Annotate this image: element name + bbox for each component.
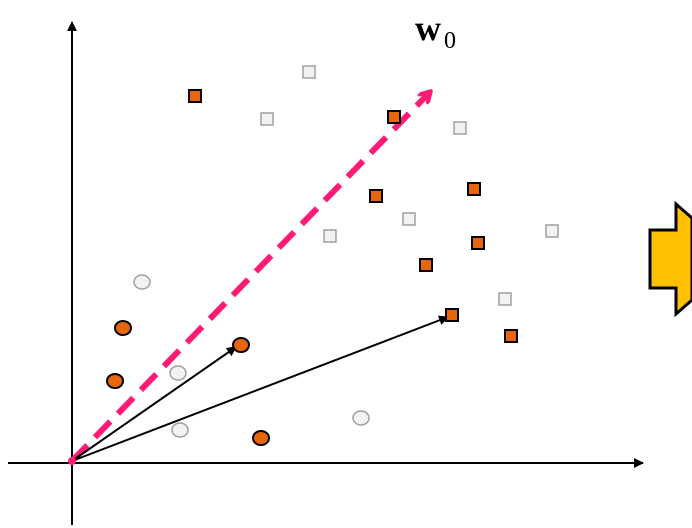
w0-label-subscript: 0 bbox=[444, 28, 456, 54]
orange-square bbox=[471, 236, 485, 250]
gray-square bbox=[323, 229, 337, 243]
gray-square bbox=[453, 121, 467, 135]
solid-vector-2 bbox=[71, 315, 449, 462]
orange-square bbox=[504, 329, 518, 343]
orange-square bbox=[369, 189, 383, 203]
orange-circle bbox=[114, 320, 132, 336]
gray-circle bbox=[169, 365, 187, 381]
orange-square bbox=[419, 258, 433, 272]
orange-circle-points bbox=[106, 320, 270, 446]
gray-square bbox=[498, 292, 512, 306]
w0-label-main: w bbox=[415, 8, 441, 48]
gray-square-points bbox=[260, 65, 559, 306]
gray-square bbox=[260, 112, 274, 126]
orange-square-points bbox=[188, 89, 518, 343]
gray-circle bbox=[352, 410, 370, 426]
gray-square bbox=[302, 65, 316, 79]
orange-circle bbox=[252, 430, 270, 446]
orange-circle bbox=[106, 373, 124, 389]
orange-square bbox=[467, 182, 481, 196]
gray-square bbox=[402, 212, 416, 226]
solid-vector-1 bbox=[71, 346, 237, 462]
w0-label: w 0 bbox=[415, 8, 456, 54]
w0-dashed-vector bbox=[69, 92, 430, 464]
orange-square bbox=[387, 110, 401, 124]
gray-square bbox=[545, 224, 559, 238]
axes bbox=[8, 21, 644, 525]
orange-circle bbox=[232, 337, 250, 353]
origin-point bbox=[68, 457, 76, 465]
orange-square bbox=[445, 308, 459, 322]
orange-square bbox=[188, 89, 202, 103]
gray-circle bbox=[171, 422, 189, 438]
gray-circle-points bbox=[133, 274, 370, 438]
gray-circle bbox=[133, 274, 151, 290]
right-block-arrow-icon bbox=[648, 200, 692, 318]
